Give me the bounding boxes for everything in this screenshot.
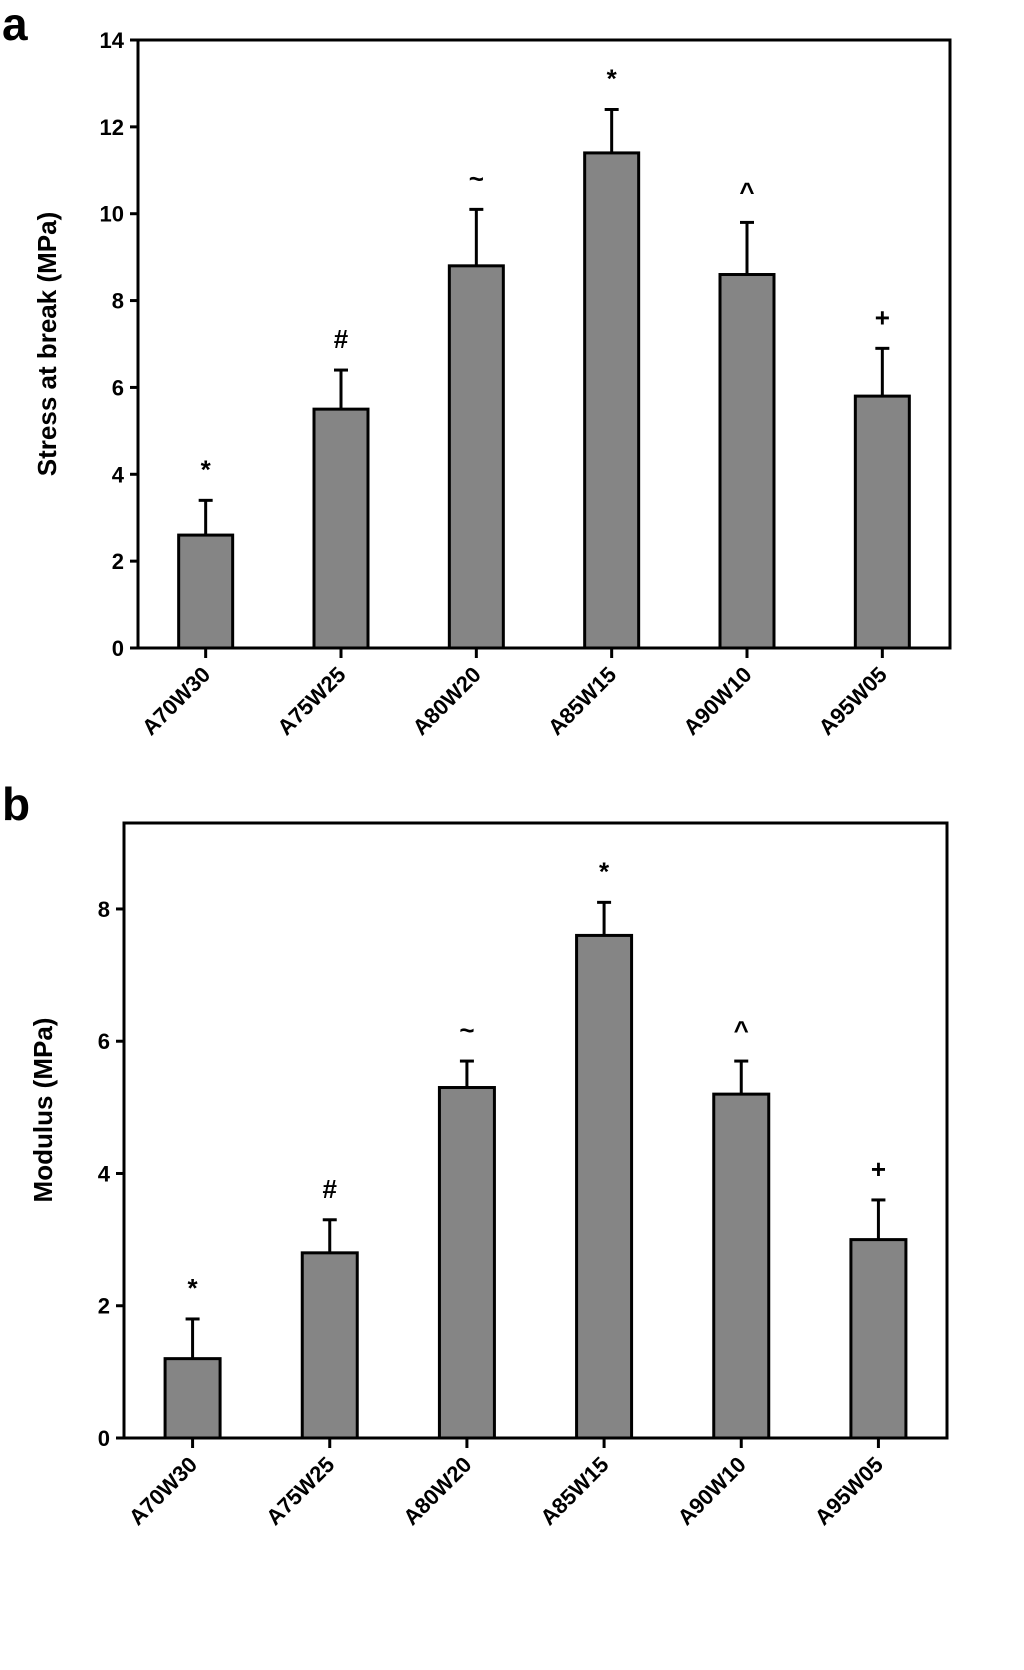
bar <box>300 1251 359 1440</box>
significance-marker: * <box>599 856 610 886</box>
plot-frame <box>122 821 949 1440</box>
y-tick-label: 6 <box>98 1029 110 1054</box>
y-tick-label: 0 <box>98 1426 110 1451</box>
bar <box>447 264 505 650</box>
bar <box>712 1092 771 1440</box>
significance-marker: + <box>871 1154 886 1184</box>
panel-label: b <box>2 778 30 830</box>
significance-marker: # <box>323 1174 338 1204</box>
significance-marker: # <box>334 324 349 354</box>
significance-marker: ^ <box>734 1015 749 1045</box>
panel-label: a <box>2 0 28 50</box>
bar <box>575 933 634 1440</box>
bar <box>583 151 641 650</box>
y-tick-label: 8 <box>112 289 124 314</box>
bar <box>718 273 776 650</box>
y-tick-label: 2 <box>98 1294 110 1319</box>
y-tick-label: 14 <box>100 28 125 53</box>
y-tick-label: 4 <box>112 462 125 487</box>
bar <box>163 1357 222 1440</box>
bar <box>853 394 911 650</box>
y-tick-label: 10 <box>100 202 124 227</box>
bar <box>177 533 235 650</box>
significance-marker: * <box>201 454 212 484</box>
bar <box>312 407 370 650</box>
y-tick-label: 2 <box>112 549 124 574</box>
y-tick-label: 4 <box>98 1161 111 1186</box>
plot-frame <box>136 38 952 650</box>
significance-marker: * <box>607 63 618 93</box>
y-axis-label: Stress at break (MPa) <box>32 212 62 476</box>
y-tick-label: 8 <box>98 897 110 922</box>
bar <box>437 1086 496 1440</box>
y-tick-label: 12 <box>100 115 124 140</box>
significance-marker: ~ <box>459 1015 474 1045</box>
y-axis-label: Modulus (MPa) <box>28 1018 58 1203</box>
bar <box>849 1238 908 1440</box>
y-tick-label: 0 <box>112 636 124 661</box>
significance-marker: * <box>188 1273 199 1303</box>
significance-marker: ~ <box>469 163 484 193</box>
y-tick-label: 6 <box>112 375 124 400</box>
significance-marker: ^ <box>739 176 754 206</box>
significance-marker: + <box>875 302 890 332</box>
